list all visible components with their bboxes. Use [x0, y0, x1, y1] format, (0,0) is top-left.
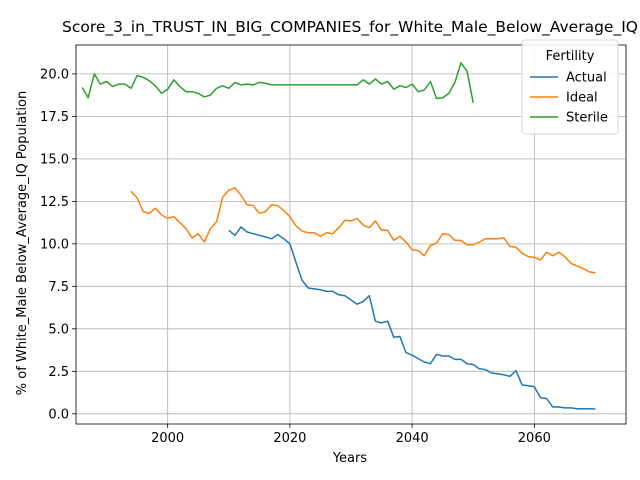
y-axis-ticks: 0.0 2.5 5.0 7.5 10.0 12.5 15.0 17.5 20.0 [40, 67, 76, 422]
y-tick-label: 2.5 [48, 365, 69, 380]
y-tick-label: 10.0 [40, 237, 69, 252]
chart-title: Score_3_in_TRUST_IN_BIG_COMPANIES_for_Wh… [62, 18, 638, 37]
x-axis-label: Years [332, 451, 368, 466]
x-tick-label: 2040 [396, 431, 429, 446]
legend-box [521, 39, 619, 135]
y-tick-label: 7.5 [48, 280, 69, 295]
y-tick-label: 20.0 [40, 67, 69, 82]
y-tick-label: 15.0 [40, 152, 69, 167]
y-axis-label: % of White_Male Below_Average_IQ Populat… [15, 91, 30, 395]
y-tick-label: 17.5 [40, 110, 69, 125]
legend-label-ideal: Ideal [566, 91, 598, 106]
legend: Fertility Actual Ideal Sterile [521, 39, 619, 135]
x-tick-label: 2000 [151, 431, 184, 446]
series-line-ideal [130, 187, 596, 274]
legend-title: Fertility [546, 49, 595, 64]
y-tick-label: 12.5 [40, 195, 69, 210]
legend-items: Actual Ideal Sterile [530, 71, 608, 126]
y-tick-label: 0.0 [48, 407, 69, 422]
x-tick-label: 2020 [273, 431, 306, 446]
x-axis-ticks: 2000 2020 2040 2060 [151, 424, 551, 446]
series-layer [81, 62, 596, 410]
legend-label-actual: Actual [566, 71, 607, 86]
axes-frame [75, 44, 627, 425]
x-tick-label: 2060 [518, 431, 551, 446]
series-line-sterile [81, 62, 474, 103]
y-tick-label: 5.0 [48, 322, 69, 337]
grid [76, 45, 626, 424]
series-line-actual [228, 226, 596, 410]
legend-label-sterile: Sterile [566, 111, 608, 126]
